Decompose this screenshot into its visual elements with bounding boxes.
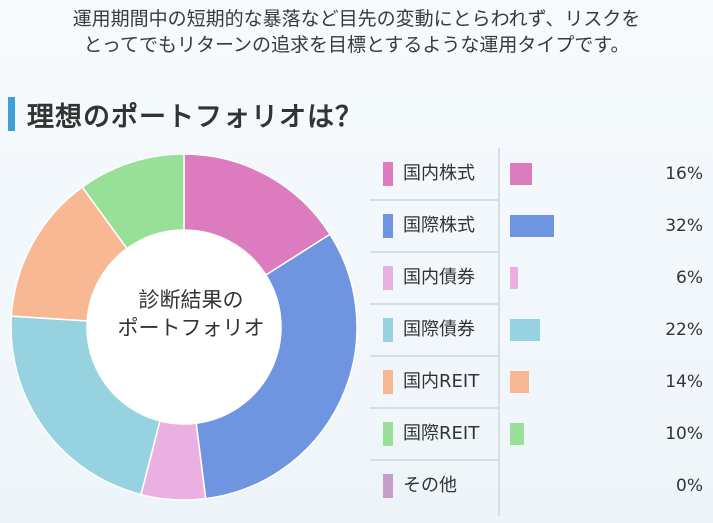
legend-separator	[370, 303, 500, 305]
donut-slice-6	[81, 153, 185, 250]
legend-separator	[370, 355, 500, 357]
legend-row: 国際REIT 10%	[370, 408, 713, 461]
legend-separator	[370, 407, 500, 409]
legend-label: 国内株式	[403, 163, 475, 184]
legend-percent: 22%	[665, 320, 703, 340]
center-label-line-2: ポートフォリオ	[117, 316, 265, 340]
legend-swatch	[383, 162, 393, 186]
legend-bar	[510, 423, 524, 445]
legend-percent: 14%	[665, 372, 703, 392]
legend-label: 国内REIT	[403, 371, 480, 392]
legend-swatch	[383, 318, 393, 342]
legend-label: 国際REIT	[403, 423, 480, 444]
portfolio-donut-chart	[10, 153, 358, 501]
legend-label: 国内債券	[403, 267, 475, 288]
intro-text: 運用期間中の短期的な暴落など目先の変動にとらわれず、リスクを とってでもリターン…	[0, 6, 713, 58]
legend-swatch	[383, 266, 393, 290]
legend: 国内株式 16% 国際株式 32% 国内債券 6% 国際債券 22% 国内REIT 14% 国際RE…	[370, 148, 713, 520]
legend-bar	[510, 319, 541, 341]
intro-line-2: とってでもリターンの追求を目標とするような運用タイプです。	[83, 34, 630, 56]
legend-bar	[510, 371, 530, 393]
legend-row: 国内債券 6%	[370, 252, 713, 305]
donut-hole	[87, 230, 281, 424]
legend-swatch	[383, 474, 393, 498]
legend-row: 国内REIT 14%	[370, 356, 713, 409]
intro-line-1: 運用期間中の短期的な暴落など目先の変動にとらわれず、リスクを	[72, 8, 641, 30]
legend-swatch	[383, 214, 393, 238]
legend-percent: 16%	[665, 164, 703, 184]
legend-bar	[510, 215, 554, 237]
legend-separator	[370, 199, 500, 201]
heading-accent-bar	[8, 97, 15, 131]
legend-bar	[510, 163, 532, 185]
legend-label: 国際債券	[403, 319, 475, 340]
legend-label: 国際株式	[403, 215, 475, 236]
legend-row: 国内株式 16%	[370, 148, 713, 201]
center-label-line-1: 診断結果の	[138, 288, 244, 312]
legend-percent: 10%	[665, 424, 703, 444]
legend-row: 国際株式 32%	[370, 200, 713, 253]
legend-label: その他	[403, 475, 457, 496]
legend-row: 国際債券 22%	[370, 304, 713, 357]
section-title: 理想のポートフォリオは？	[27, 101, 363, 133]
legend-separator	[370, 459, 500, 461]
legend-swatch	[383, 422, 393, 446]
legend-percent: 32%	[665, 216, 703, 236]
legend-divider	[498, 148, 500, 516]
legend-swatch	[383, 370, 393, 394]
section-heading: 理想のポートフォリオは？	[8, 96, 363, 133]
legend-percent: 6%	[676, 268, 703, 288]
legend-separator	[370, 251, 500, 253]
donut-center-label: 診断結果の ポートフォリオ	[101, 286, 281, 342]
legend-bar	[510, 267, 519, 289]
legend-percent: 0%	[676, 476, 703, 496]
legend-row: その他 0%	[370, 460, 713, 512]
